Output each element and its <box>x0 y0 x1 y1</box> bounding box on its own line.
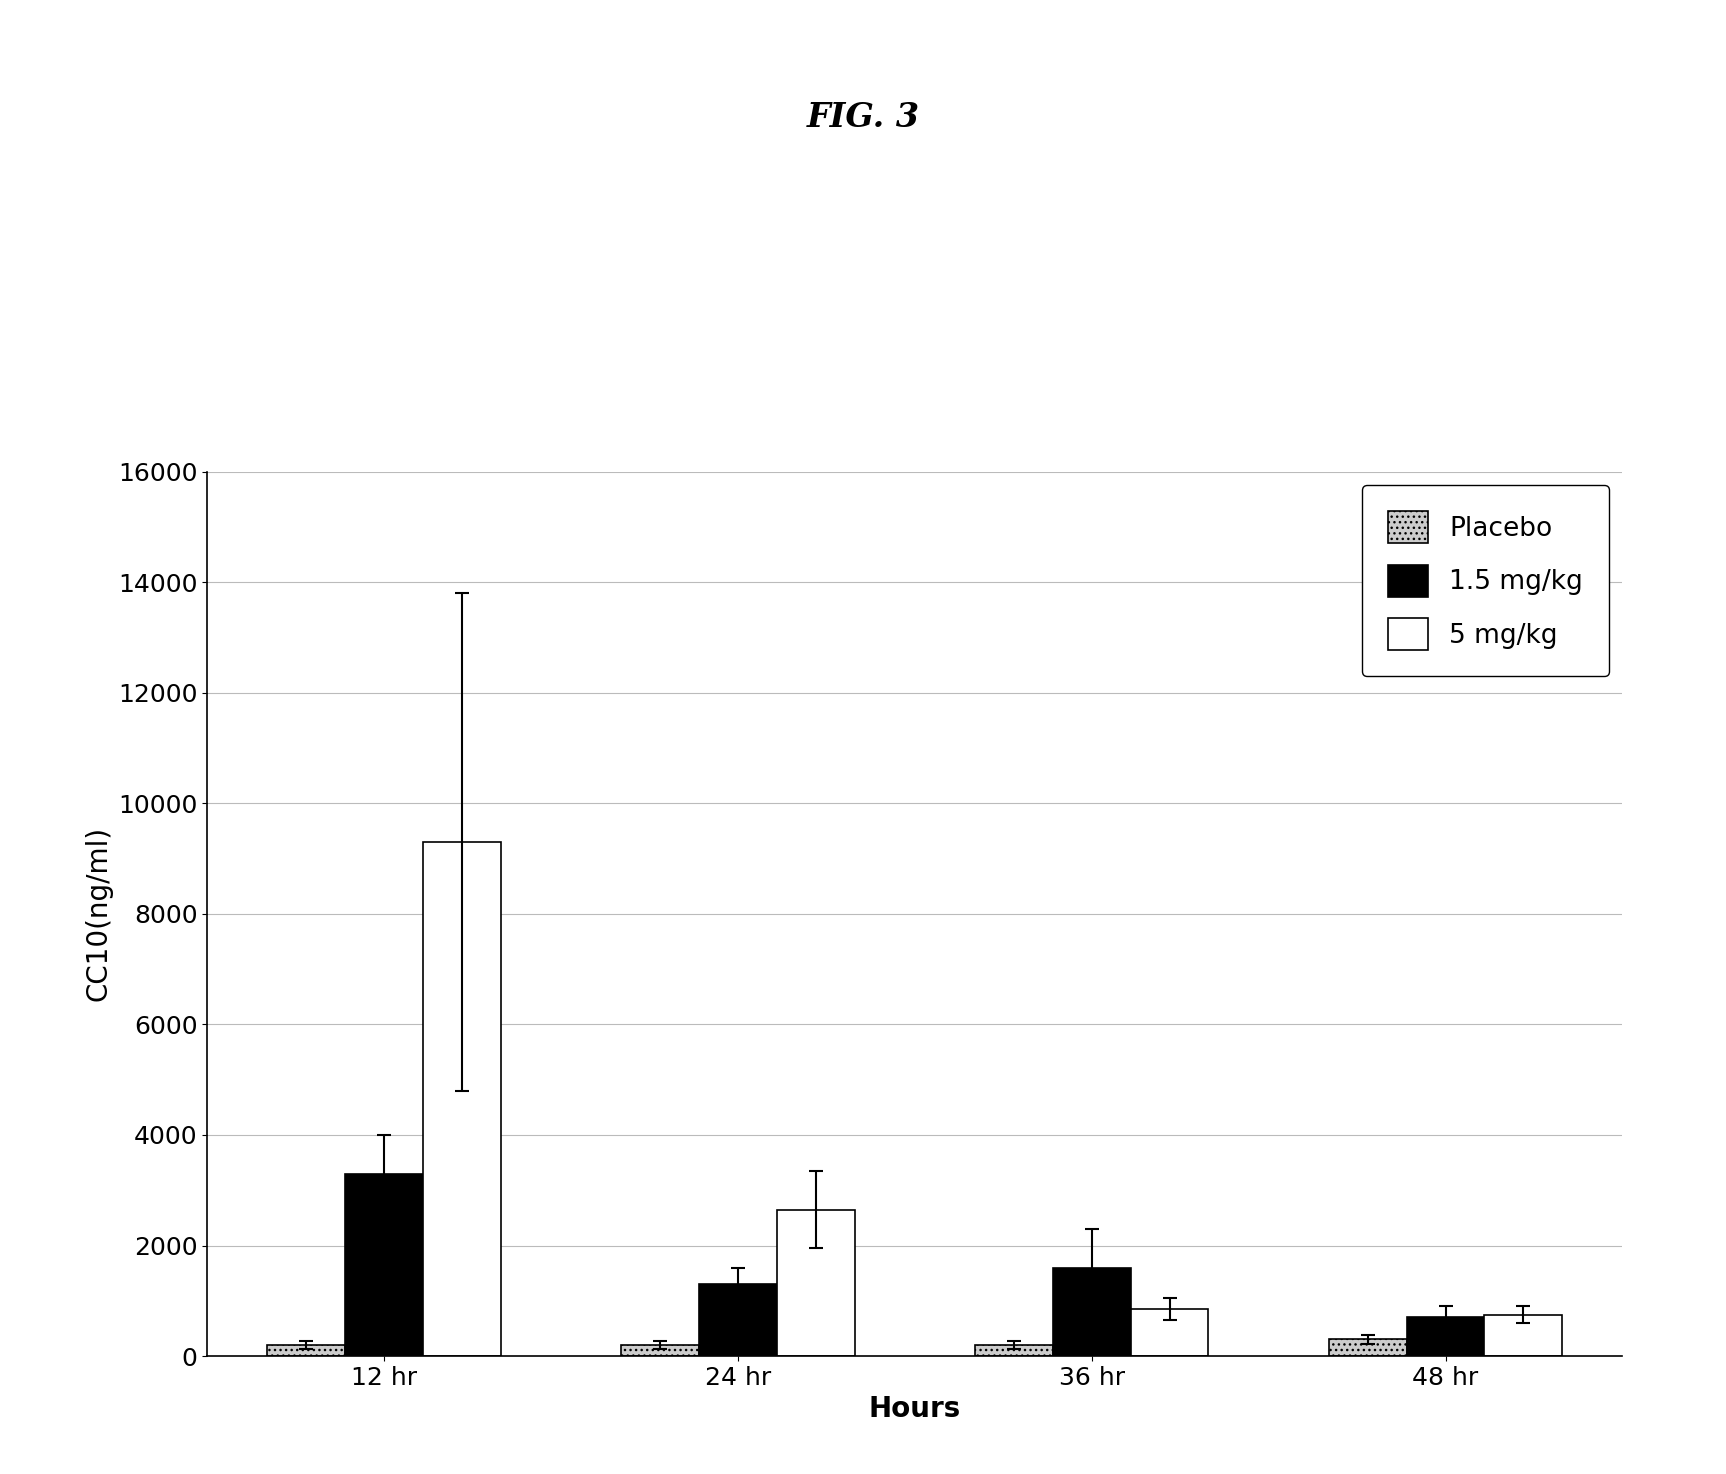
Y-axis label: CC10(ng/ml): CC10(ng/ml) <box>85 827 112 1001</box>
Bar <box>1407 1318 1484 1356</box>
Bar <box>975 1344 1053 1356</box>
X-axis label: Hours: Hours <box>868 1396 961 1424</box>
Bar <box>423 842 501 1356</box>
Bar <box>1484 1315 1562 1356</box>
Bar <box>1053 1268 1131 1356</box>
Bar <box>621 1344 699 1356</box>
Bar <box>345 1173 423 1356</box>
Bar <box>1329 1340 1407 1356</box>
Bar <box>1131 1309 1208 1356</box>
Bar <box>777 1210 854 1356</box>
Bar <box>268 1344 345 1356</box>
Legend: Placebo, 1.5 mg/kg, 5 mg/kg: Placebo, 1.5 mg/kg, 5 mg/kg <box>1362 485 1609 677</box>
Bar <box>699 1284 777 1356</box>
Text: FIG. 3: FIG. 3 <box>806 102 920 134</box>
